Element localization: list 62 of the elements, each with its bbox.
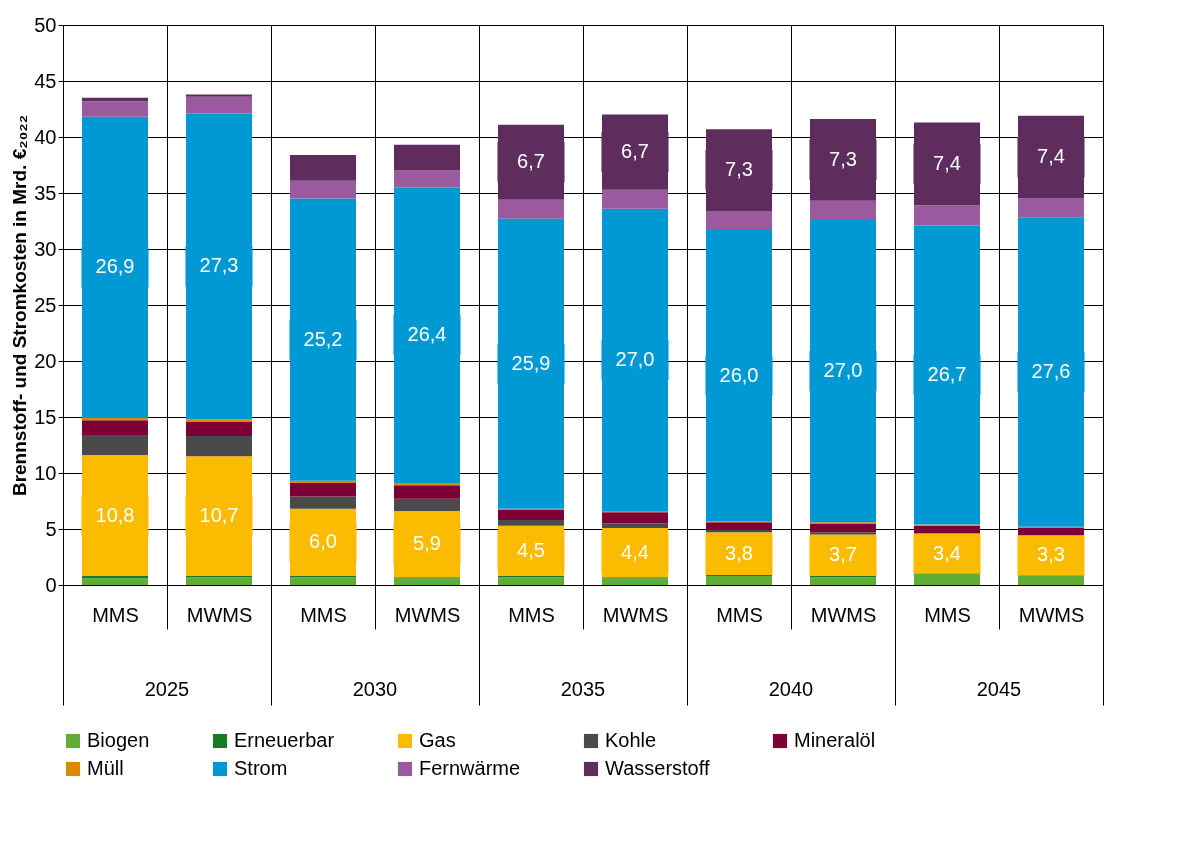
legend-label: Kohle bbox=[605, 729, 657, 751]
y-axis-title: Brennstoff- und Stromkosten in Mrd. €₂₀₂₂ bbox=[9, 114, 31, 497]
legend-label: Müll bbox=[87, 757, 124, 779]
legend-label: Gas bbox=[419, 729, 456, 751]
legend-label: Mineralöl bbox=[794, 729, 876, 751]
data-label: 27,0 bbox=[615, 347, 655, 370]
data-label: 27,6 bbox=[1031, 360, 1071, 383]
text: 2025 bbox=[144, 678, 190, 700]
x-tick-label: MWMS bbox=[810, 603, 877, 626]
x-tick-label: MMS bbox=[300, 603, 347, 626]
text: 2035 bbox=[560, 678, 606, 700]
data-label: 7,4 bbox=[933, 151, 961, 174]
data-label: 25,9 bbox=[511, 351, 551, 374]
legend-label: Strom bbox=[234, 757, 288, 779]
text: 2045 bbox=[976, 678, 1022, 700]
y-tick-label: 40 bbox=[34, 125, 57, 148]
data-label: 3,7 bbox=[829, 543, 857, 566]
data-label: 7,4 bbox=[1037, 145, 1065, 168]
x-tick-label: MWMS bbox=[186, 603, 253, 626]
legend-label: Fernwärme bbox=[419, 757, 521, 779]
y-tick-label: 0 bbox=[45, 573, 57, 596]
legend-label: Wasserstoff bbox=[605, 757, 710, 779]
x-tick-label: MMS bbox=[92, 603, 139, 626]
data-label: 3,4 bbox=[933, 541, 961, 564]
data-label: 7,3 bbox=[829, 147, 857, 170]
text: 2040 bbox=[768, 678, 814, 700]
y-tick-label: 20 bbox=[34, 349, 57, 372]
data-label: 27,3 bbox=[199, 254, 239, 277]
data-label: 3,8 bbox=[725, 541, 753, 564]
y-tick-label: 10 bbox=[34, 461, 57, 484]
data-label: 4,4 bbox=[621, 540, 649, 563]
data-label: 6,7 bbox=[517, 150, 545, 173]
text: 2030 bbox=[352, 678, 398, 700]
x-tick-label: MWMS bbox=[394, 603, 461, 626]
x-tick-label: MWMS bbox=[1018, 603, 1085, 626]
legend-label: Biogen bbox=[87, 729, 150, 751]
y-tick-label: 50 bbox=[34, 13, 57, 36]
data-label: 27,0 bbox=[823, 359, 863, 382]
legend-label: Erneuerbar bbox=[234, 729, 335, 751]
data-label: 26,7 bbox=[927, 363, 967, 385]
y-tick-label: 30 bbox=[34, 237, 57, 260]
x-tick-label: MMS bbox=[508, 603, 555, 626]
data-label: 5,9 bbox=[413, 532, 441, 555]
y-tick-label: 15 bbox=[34, 405, 57, 428]
y-tick-label: 25 bbox=[34, 293, 57, 316]
y-tick-label: 35 bbox=[34, 181, 57, 204]
y-tick-label: 45 bbox=[34, 69, 57, 92]
data-label: 26,4 bbox=[407, 323, 447, 346]
data-label: 25,2 bbox=[303, 327, 343, 350]
y-tick-label: 5 bbox=[45, 517, 57, 540]
data-label: 10,7 bbox=[199, 504, 239, 527]
data-label: 6,0 bbox=[309, 530, 337, 553]
data-label: 7,3 bbox=[725, 158, 753, 181]
data-label: 26,9 bbox=[95, 255, 135, 278]
x-tick-label: MWMS bbox=[602, 603, 669, 626]
data-label: 26,0 bbox=[719, 363, 759, 386]
x-tick-label: MMS bbox=[924, 603, 971, 626]
data-label: 10,8 bbox=[95, 503, 135, 526]
data-label: 3,3 bbox=[1037, 543, 1065, 566]
data-label: 6,7 bbox=[621, 140, 649, 163]
data-label: 4,5 bbox=[517, 538, 545, 561]
x-tick-label: MMS bbox=[716, 603, 763, 626]
